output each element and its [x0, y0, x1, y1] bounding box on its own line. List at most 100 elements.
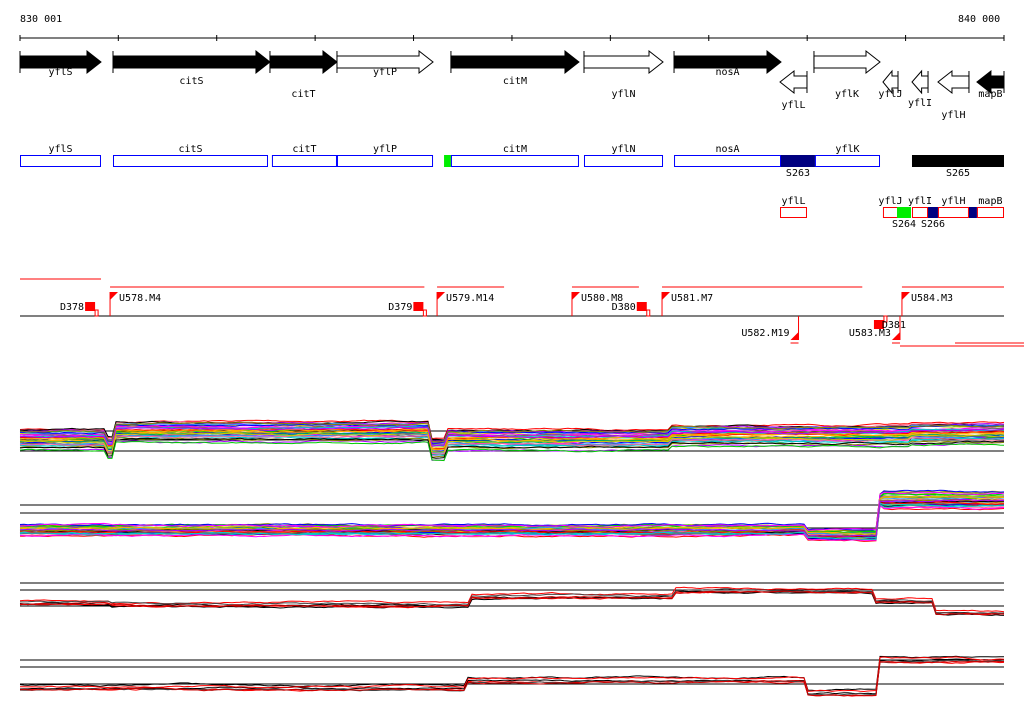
gene-label-yflS: yflS — [48, 67, 72, 78]
unit-label: S263 — [786, 168, 810, 179]
terminator-stem — [883, 315, 888, 323]
expression-curve — [19, 586, 1005, 613]
gene-label-yflJ: yflJ — [878, 89, 902, 100]
unit-label: yflS — [48, 144, 72, 155]
terminator-stem — [646, 309, 651, 317]
gene-label-yflL: yflL — [781, 100, 805, 111]
axis-end-label: 840 000 — [958, 14, 1001, 25]
gene-arrow-yflI — [911, 69, 929, 95]
unit-label: S266 — [921, 219, 945, 230]
expression-curve — [19, 658, 1005, 695]
unit-label: yflP — [373, 144, 397, 155]
expression-curve — [19, 656, 1005, 693]
expression-curve — [19, 427, 1005, 449]
unit-label: yflJ — [878, 196, 902, 207]
gene-arrow-citM — [450, 49, 580, 75]
gene-label-citT: citT — [291, 89, 315, 100]
expression-curve — [20, 590, 1005, 616]
unit-box — [781, 155, 815, 167]
unit-label: yflL — [781, 196, 805, 207]
terminator-icon — [873, 320, 884, 329]
unit-box — [897, 207, 912, 218]
promoter-flag-icon — [790, 332, 799, 340]
expression-curve — [19, 501, 1005, 539]
terminator-stem — [422, 309, 427, 317]
terminator-icon — [413, 302, 424, 311]
terminator-stem — [94, 309, 99, 317]
promoter-label: U583.M3 — [849, 328, 891, 339]
unit-box — [937, 207, 969, 218]
promoter-flag-icon — [662, 292, 671, 300]
promoter-flag-icon — [891, 332, 900, 340]
unit-box — [112, 155, 268, 167]
promoter-flag-icon — [110, 292, 119, 300]
promoter-label: U578.M4 — [119, 293, 161, 304]
gene-label-nosA: nosA — [715, 67, 739, 78]
unit-box — [882, 207, 899, 218]
unit-box — [336, 155, 434, 167]
terminator-label: D380 — [612, 302, 636, 313]
gene-label-yflH: yflH — [941, 110, 965, 121]
terminator-label: D378 — [60, 302, 84, 313]
expression-curve — [19, 421, 1004, 443]
expression-curve — [19, 496, 1005, 535]
unit-label: citS — [178, 144, 202, 155]
unit-label: yflH — [941, 196, 965, 207]
expression-curve — [20, 588, 1005, 614]
expression-curve — [19, 504, 1005, 541]
unit-label: yflN — [611, 144, 635, 155]
gene-arrow-citS — [112, 49, 271, 75]
unit-box — [968, 207, 977, 218]
expression-curve — [19, 502, 1005, 540]
axis-start-label: 830 001 — [20, 14, 63, 25]
unit-label: citM — [503, 144, 527, 155]
unit-label: citT — [292, 144, 316, 155]
unit-box — [271, 155, 337, 167]
expression-curve — [19, 431, 1005, 453]
promoter-flag-icon — [437, 292, 446, 300]
unit-label: mapB — [978, 196, 1002, 207]
expression-curve — [19, 590, 1005, 616]
gene-arrow-yflJ — [882, 69, 899, 95]
expression-curve — [19, 660, 1005, 697]
unit-box — [780, 207, 807, 218]
unit-label: yflK — [835, 144, 859, 155]
unit-box — [928, 207, 938, 218]
unit-box — [20, 155, 101, 167]
unit-box — [976, 207, 1005, 218]
gene-arrow-citT — [269, 49, 338, 75]
unit-box — [583, 155, 664, 167]
unit-label: S264 — [892, 219, 916, 230]
gene-arrow-mapB — [976, 69, 1005, 95]
gene-label-yflK: yflK — [835, 89, 859, 100]
expression-curve — [19, 426, 1005, 447]
expression-curve — [19, 655, 1004, 692]
unit-label: S265 — [946, 168, 970, 179]
terminator-icon — [85, 302, 96, 311]
unit-label: nosA — [715, 144, 739, 155]
gene-arrow-yflL — [779, 69, 808, 95]
unit-box — [814, 155, 881, 167]
terminator-label: D381 — [882, 320, 906, 331]
gene-label-mapB: mapB — [978, 89, 1002, 100]
terminator-label: D379 — [388, 302, 412, 313]
promoter-label: U584.M3 — [911, 293, 953, 304]
expression-curve — [19, 437, 1005, 458]
expression-curve — [19, 441, 1005, 462]
promoter-label: U579.M14 — [446, 293, 494, 304]
expression-curve — [19, 434, 1005, 455]
expression-curve — [19, 432, 1005, 453]
gene-label-citM: citM — [503, 76, 527, 87]
promoter-label: U581.M7 — [671, 293, 713, 304]
unit-box — [444, 155, 451, 167]
expression-curve — [19, 491, 1005, 531]
unit-box — [674, 155, 782, 167]
gene-arrow-yflK — [813, 49, 881, 75]
promoter-label: U580.M8 — [581, 293, 623, 304]
promoter-label: U582.M19 — [741, 328, 789, 339]
gene-label-yflI: yflI — [908, 98, 932, 109]
gene-arrow-yflN — [583, 49, 664, 75]
gene-arrow-yflS — [19, 49, 102, 75]
terminator-icon — [636, 302, 647, 311]
